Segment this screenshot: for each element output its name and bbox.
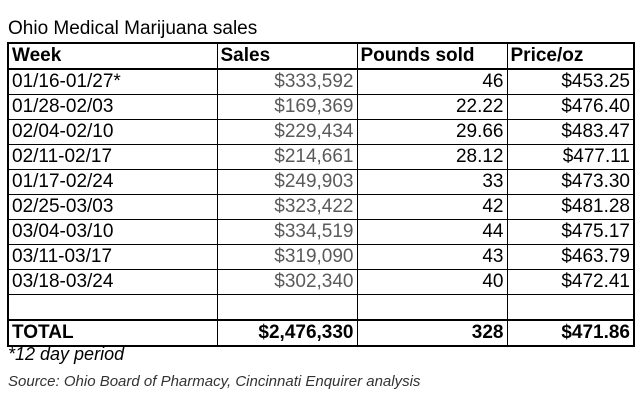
pounds-cell: 33: [356, 169, 508, 195]
blank-cell: [506, 294, 635, 321]
week-cell: 02/04-02/10: [7, 119, 218, 145]
week-cell: 03/11-03/17: [7, 244, 218, 270]
sales-cell: $302,340: [216, 269, 358, 295]
table-row: 01/16-01/27* $333,592 46 $453.25: [7, 68, 635, 95]
total-label: TOTAL: [7, 319, 218, 347]
pounds-cell: 42: [356, 194, 508, 220]
week-cell: 03/04-03/10: [7, 219, 218, 245]
sales-cell: $323,422: [216, 194, 358, 220]
header-pounds-sold: Pounds sold: [356, 42, 508, 70]
sales-cell: $334,519: [216, 219, 358, 245]
table-row: 03/04-03/10 $334,519 44 $475.17: [7, 219, 635, 245]
pounds-cell: 46: [356, 68, 508, 95]
total-price: $471.86: [506, 319, 635, 347]
header-sales: Sales: [216, 42, 358, 70]
pounds-cell: 28.12: [356, 144, 508, 170]
blank-cell: [7, 294, 218, 321]
table-row: 02/25-03/03 $323,422 42 $481.28: [7, 194, 635, 220]
price-cell: $483.47: [506, 119, 635, 145]
header-week: Week: [7, 42, 218, 70]
blank-row: [7, 294, 635, 321]
sales-cell: $214,661: [216, 144, 358, 170]
price-cell: $475.17: [506, 219, 635, 245]
sales-cell: $319,090: [216, 244, 358, 270]
total-row: TOTAL $2,476,330 328 $471.86: [7, 319, 635, 347]
week-cell: 03/18-03/24: [7, 269, 218, 295]
table-row: 01/17-02/24 $249,903 33 $473.30: [7, 169, 635, 195]
table-row: 02/04-02/10 $229,434 29.66 $483.47: [7, 119, 635, 145]
table-row: 01/28-02/03 $169,369 22.22 $476.40: [7, 94, 635, 120]
pounds-cell: 40: [356, 269, 508, 295]
pounds-cell: 43: [356, 244, 508, 270]
page-title: Ohio Medical Marijuana sales: [8, 18, 258, 39]
total-pounds: 328: [356, 319, 508, 347]
week-cell: 01/16-01/27*: [7, 68, 218, 95]
blank-cell: [216, 294, 358, 321]
price-cell: $463.79: [506, 244, 635, 270]
week-cell: 02/11-02/17: [7, 144, 218, 170]
price-cell: $476.40: [506, 94, 635, 120]
week-cell: 02/25-03/03: [7, 194, 218, 220]
sales-table: Week Sales Pounds sold Price/oz 01/16-01…: [7, 42, 635, 347]
price-cell: $472.41: [506, 269, 635, 295]
price-cell: $477.11: [506, 144, 635, 170]
blank-cell: [356, 294, 508, 321]
pounds-cell: 22.22: [356, 94, 508, 120]
sales-cell: $249,903: [216, 169, 358, 195]
pounds-cell: 44: [356, 219, 508, 245]
source-note: Source: Ohio Board of Pharmacy, Cincinna…: [8, 373, 421, 390]
price-cell: $453.25: [506, 68, 635, 95]
week-cell: 01/28-02/03: [7, 94, 218, 120]
table-row: 02/11-02/17 $214,661 28.12 $477.11: [7, 144, 635, 170]
sales-cell: $229,434: [216, 119, 358, 145]
total-sales: $2,476,330: [216, 319, 358, 347]
pounds-cell: 29.66: [356, 119, 508, 145]
price-cell: $481.28: [506, 194, 635, 220]
price-cell: $473.30: [506, 169, 635, 195]
footnote: *12 day period: [8, 344, 125, 364]
table-row: 03/18-03/24 $302,340 40 $472.41: [7, 269, 635, 295]
header-price-per-oz: Price/oz: [506, 42, 635, 70]
sales-cell: $169,369: [216, 94, 358, 120]
table-row: 03/11-03/17 $319,090 43 $463.79: [7, 244, 635, 270]
table-header-row: Week Sales Pounds sold Price/oz: [7, 42, 635, 70]
sales-cell: $333,592: [216, 68, 358, 95]
week-cell: 01/17-02/24: [7, 169, 218, 195]
